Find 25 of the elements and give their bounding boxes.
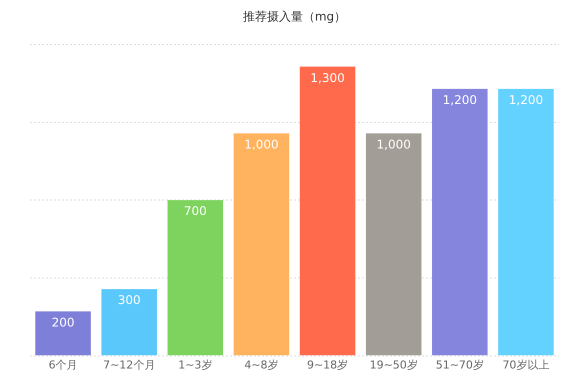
bar [35, 311, 91, 356]
bar [366, 133, 422, 356]
chart-title: 推荐摄入量（mg） [242, 9, 346, 24]
x-tick-label: 19~50岁 [370, 358, 418, 372]
x-tick-label: 9~18岁 [306, 358, 348, 372]
data-label: 700 [184, 204, 207, 218]
x-tick-label: 1~3岁 [178, 358, 212, 372]
data-label: 1,200 [508, 93, 544, 108]
data-label: 1,000 [376, 137, 411, 152]
bar [432, 88, 488, 356]
x-tick-label: 4~8岁 [244, 358, 279, 372]
bar [300, 66, 356, 356]
bar [234, 133, 290, 356]
x-tick-label: 51~70岁 [436, 358, 484, 372]
data-label: 1,000 [244, 137, 279, 152]
bar [168, 200, 224, 356]
x-tick-label: 70岁以上 [502, 358, 550, 372]
bar [101, 289, 157, 356]
data-label: 1,200 [442, 93, 477, 108]
data-label: 300 [118, 293, 141, 308]
bar [498, 88, 554, 356]
x-tick-label: 7~12个月 [103, 358, 156, 372]
x-tick-label: 6个月 [48, 358, 78, 372]
data-label: 1,300 [310, 70, 345, 85]
data-label: 200 [52, 315, 75, 330]
